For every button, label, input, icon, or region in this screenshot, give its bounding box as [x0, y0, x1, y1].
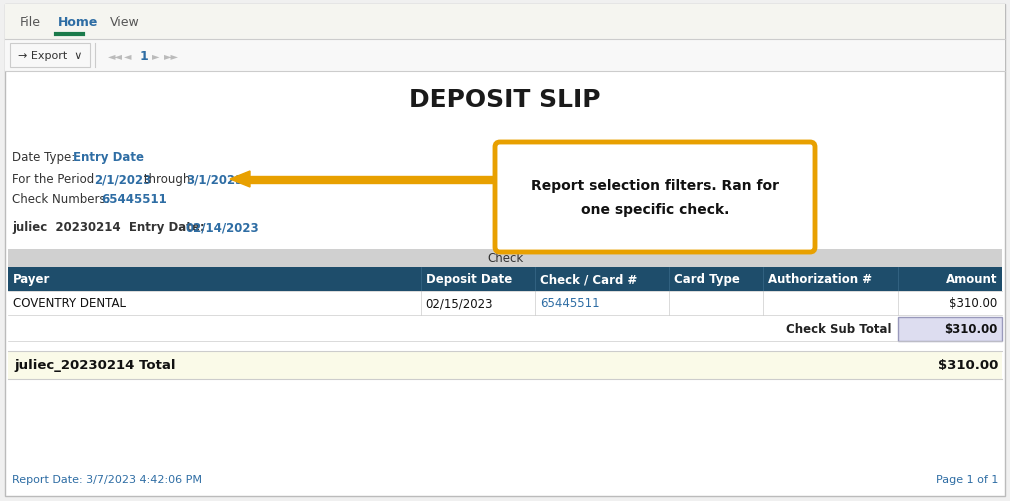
Text: ◄◄: ◄◄ [108, 51, 123, 61]
Text: Check / Card #: Check / Card # [539, 273, 637, 286]
Text: Payer: Payer [13, 273, 50, 286]
Text: through: through [140, 173, 194, 186]
Text: Authorization #: Authorization # [769, 273, 873, 286]
Text: File: File [20, 16, 41, 29]
Bar [898, 317, 1002, 341]
Text: ◄: ◄ [124, 51, 131, 61]
Bar [5, 40, 1005, 72]
Text: Check Sub Total: Check Sub Total [786, 323, 892, 336]
Text: Page 1 of 1: Page 1 of 1 [935, 474, 998, 484]
Text: View: View [110, 16, 139, 29]
Text: $310.00: $310.00 [937, 359, 998, 372]
Text: juliec_20230214 Total: juliec_20230214 Total [14, 359, 176, 372]
Text: 1: 1 [140, 50, 148, 63]
Text: $310.00: $310.00 [948, 297, 997, 310]
Text: Check Numbers:: Check Numbers: [12, 193, 113, 206]
Bar [8, 351, 1002, 379]
Polygon shape [230, 172, 250, 188]
Text: Report Date: 3/7/2023 4:42:06 PM: Report Date: 3/7/2023 4:42:06 PM [12, 474, 202, 484]
Text: For the Period: For the Period [12, 173, 98, 186]
Text: Report selection filters. Ran for: Report selection filters. Ran for [531, 179, 779, 192]
Text: ►: ► [152, 51, 160, 61]
Text: → Export  ∨: → Export ∨ [18, 51, 83, 61]
Text: ►►: ►► [164, 51, 179, 61]
Text: $310.00: $310.00 [943, 323, 997, 336]
Text: 2/1/2023: 2/1/2023 [94, 173, 152, 186]
Text: 02/15/2023: 02/15/2023 [425, 297, 493, 310]
Text: COVENTRY DENTAL: COVENTRY DENTAL [13, 297, 126, 310]
Text: Date Type:: Date Type: [12, 151, 79, 164]
Bar [8, 268, 1002, 292]
Text: Home: Home [58, 16, 98, 29]
Text: one specific check.: one specific check. [581, 202, 729, 216]
Text: 3/1/2023: 3/1/2023 [186, 173, 243, 186]
Text: juliec  20230214  Entry Date:: juliec 20230214 Entry Date: [12, 221, 209, 234]
Text: Card Type: Card Type [674, 273, 740, 286]
Bar [8, 249, 1002, 268]
Text: Amount: Amount [945, 273, 997, 286]
Text: 65445511: 65445511 [539, 297, 600, 310]
Bar [250, 176, 494, 183]
Bar [5, 5, 1005, 40]
Text: Check: Check [487, 252, 523, 265]
Text: Entry Date: Entry Date [73, 151, 144, 164]
Text: DEPOSIT SLIP: DEPOSIT SLIP [409, 88, 601, 112]
Bar [10, 44, 90, 68]
Text: 65445511: 65445511 [101, 193, 167, 206]
FancyBboxPatch shape [495, 143, 815, 253]
Text: Deposit Date: Deposit Date [425, 273, 512, 286]
Text: 02/14/2023: 02/14/2023 [185, 221, 259, 234]
